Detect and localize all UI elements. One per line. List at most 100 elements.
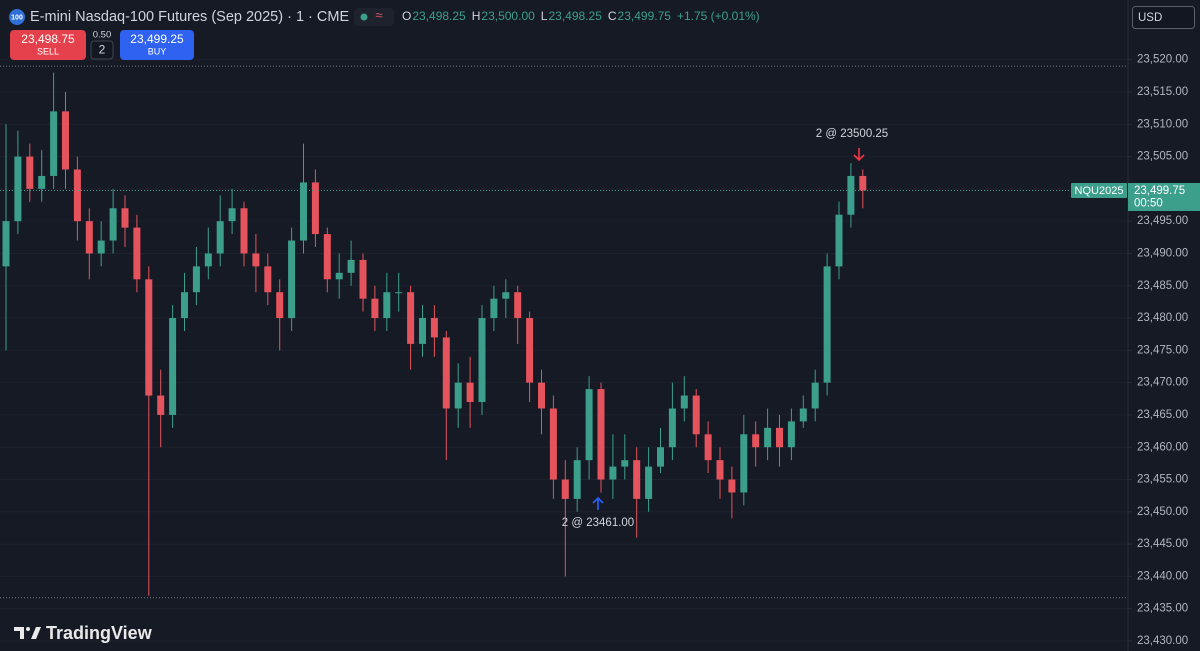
candle-body bbox=[97, 240, 105, 254]
candle-body bbox=[335, 272, 343, 280]
y-tick-label: 23,465.00 bbox=[1137, 409, 1188, 421]
candle-body bbox=[2, 221, 10, 267]
candle-body bbox=[621, 460, 629, 467]
y-tick-label: 23,490.00 bbox=[1137, 247, 1188, 259]
candle-body bbox=[216, 221, 224, 254]
y-tick-label: 23,495.00 bbox=[1137, 215, 1188, 227]
candle-body bbox=[133, 227, 141, 280]
y-tick-label: 23,460.00 bbox=[1137, 441, 1188, 453]
sell-marker: 2 @ 23500.25 bbox=[816, 128, 888, 162]
spread: 0.50 bbox=[93, 30, 112, 41]
ohlc-value: 23,500.00 bbox=[481, 9, 535, 23]
y-tick-label: 23,505.00 bbox=[1137, 151, 1188, 163]
ohlc-value: 23,498.25 bbox=[412, 9, 466, 23]
candle-body bbox=[50, 111, 58, 176]
candle-body bbox=[407, 292, 415, 344]
candle-body bbox=[538, 382, 545, 409]
candle-body bbox=[573, 460, 581, 499]
currency-select[interactable] bbox=[1132, 6, 1195, 29]
candle-body bbox=[454, 382, 462, 409]
candle-body bbox=[561, 479, 569, 499]
buy-button[interactable] bbox=[120, 30, 194, 60]
candle-body bbox=[145, 279, 153, 396]
quantity: 2 bbox=[99, 43, 106, 57]
trade-label: 2 @ 23461.00 bbox=[562, 517, 634, 529]
brand-logo: TradingView bbox=[14, 623, 153, 643]
candle-body bbox=[716, 460, 724, 480]
candle-body bbox=[764, 427, 772, 448]
ohlc-key: H bbox=[472, 9, 481, 23]
candle-body bbox=[585, 389, 593, 461]
candle-body bbox=[823, 266, 831, 383]
status-badge[interactable] bbox=[354, 8, 394, 26]
candle-body bbox=[668, 408, 676, 448]
ohlc-legend: O 23,498.25 H 23,500.00 L 23,498.25 C 23,499.75… bbox=[402, 9, 760, 23]
price-axis: 23,430.00 23,435.00 23,440.00 23,445.00 23,4… bbox=[1128, 54, 1188, 647]
price-badge-text: 23,499.75 bbox=[1134, 185, 1185, 197]
candle-body bbox=[347, 259, 355, 273]
y-tick-label: 23,515.00 bbox=[1137, 86, 1188, 98]
y-tick-label: 23,435.00 bbox=[1137, 603, 1188, 615]
candle-body bbox=[728, 479, 736, 493]
candle-body bbox=[430, 318, 438, 338]
candle-body bbox=[752, 434, 760, 448]
candle-body bbox=[38, 175, 46, 189]
candle-body bbox=[264, 266, 272, 293]
candle-body bbox=[181, 292, 188, 319]
candle-body bbox=[704, 434, 712, 461]
ohlc-key: C bbox=[608, 9, 617, 23]
grid bbox=[0, 59, 1128, 642]
change: +1.75 (+0.01%) bbox=[677, 9, 760, 23]
logo-dot bbox=[26, 627, 30, 631]
y-tick-label: 23,485.00 bbox=[1137, 280, 1188, 292]
candle-body bbox=[371, 298, 379, 319]
symbol-icon-text: 100 bbox=[11, 14, 23, 21]
candle-body bbox=[442, 337, 450, 409]
candle-body bbox=[799, 408, 807, 422]
candle-body bbox=[311, 182, 319, 235]
candle-body bbox=[288, 240, 296, 319]
y-tick-label: 23,445.00 bbox=[1137, 538, 1188, 550]
sell-label: SELL bbox=[37, 46, 59, 56]
candle-body bbox=[645, 466, 653, 499]
candle-body bbox=[157, 395, 165, 415]
symbol-badge bbox=[1071, 182, 1127, 198]
quantity-input[interactable] bbox=[90, 40, 114, 60]
candle-body bbox=[466, 382, 474, 403]
symbol-title: E-mini Nasdaq-100 Futures (Sep 2025) · 1… bbox=[30, 9, 349, 25]
candle-body bbox=[395, 292, 403, 294]
candle-body bbox=[740, 434, 748, 493]
market-open-dot bbox=[360, 13, 368, 21]
candle-body bbox=[252, 253, 260, 267]
candle-body bbox=[680, 395, 688, 409]
ohlc-value: 23,499.75 bbox=[618, 9, 672, 23]
candle-body bbox=[514, 292, 522, 319]
symbol-badge-text: NQU2025 bbox=[1075, 185, 1124, 197]
price-badge bbox=[1128, 182, 1200, 211]
buy-price: 23,499.25 bbox=[130, 32, 184, 46]
candle-body bbox=[383, 292, 391, 319]
sell-arrow bbox=[853, 148, 865, 162]
candle-body bbox=[609, 466, 617, 480]
ohlc-key: L bbox=[541, 9, 548, 23]
sell-price: 23,498.75 bbox=[21, 32, 75, 46]
logo-mark bbox=[31, 627, 41, 639]
candle-body bbox=[85, 221, 93, 254]
sell-button[interactable] bbox=[10, 30, 86, 60]
candle-body bbox=[169, 318, 177, 415]
candle-body bbox=[323, 234, 331, 280]
y-tick-label: 23,510.00 bbox=[1137, 118, 1188, 130]
y-tick-label: 23,520.00 bbox=[1137, 54, 1188, 66]
buy-arrow bbox=[592, 496, 604, 510]
candle-body bbox=[121, 208, 129, 228]
buy-marker: 2 @ 23461.00 bbox=[562, 496, 634, 529]
candle-body bbox=[478, 318, 486, 403]
candle-body bbox=[835, 214, 843, 267]
candle-body bbox=[62, 111, 69, 170]
buy-label: BUY bbox=[148, 46, 167, 56]
ohlc-key: O bbox=[402, 9, 411, 23]
delay-icon: ≈ bbox=[375, 7, 382, 22]
candle-body bbox=[549, 408, 557, 480]
trade-label: 2 @ 23500.25 bbox=[816, 128, 888, 140]
